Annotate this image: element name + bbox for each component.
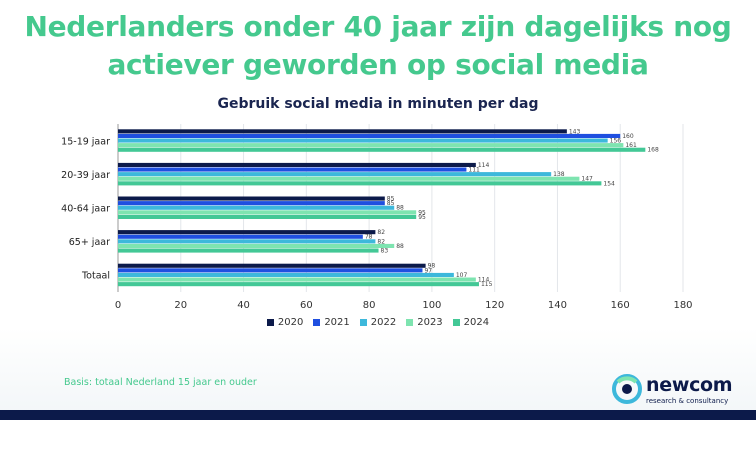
bar [118,230,376,235]
bar [118,214,417,219]
legend-label: 2021 [324,317,350,328]
data-label: 114 [478,277,490,284]
bar [118,243,395,248]
category-label: 15-19 jaar [61,136,110,147]
bar [118,239,376,244]
bar-chart: 0 20 40 60 80 100 120 140 160 180 15-19 jaar 143 160… [61,124,693,311]
legend-label: 2024 [463,317,490,328]
legend-item: 2023 [406,317,443,328]
legend-label: 2023 [417,317,443,328]
x-tick-label: 40 [237,300,250,311]
x-tick-label: 140 [548,300,567,311]
data-label: 111 [468,167,480,174]
basis-note: Basis: totaal Nederland 15 jaar en ouder [64,377,257,388]
data-label: 143 [569,128,581,135]
data-label: 82 [377,229,385,236]
x-tick-label: 160 [611,300,630,311]
x-tick-label: 0 [115,300,121,311]
data-label: 98 [428,263,436,270]
newcom-logo: newcom research & consultancy [612,374,742,410]
bar [118,176,580,181]
bar [118,268,423,273]
data-label: 168 [647,147,659,154]
bar [118,196,385,201]
legend-swatch [313,319,321,326]
bar [118,210,417,215]
legend-label: 2020 [277,317,304,328]
slide: Nederlanders onder 40 jaar zijn dagelijk… [0,0,756,420]
data-label: 161 [625,142,637,149]
category-label: 65+ jaar [69,237,110,248]
data-label: 88 [396,243,404,250]
bar [118,248,379,253]
data-label: 156 [610,138,622,145]
x-tick-label: 60 [300,300,313,311]
legend-swatch [266,319,274,326]
legend-item: 2021 [313,317,350,328]
bar [118,147,646,152]
bar [118,272,454,277]
legend-item: 2022 [359,317,397,328]
bottom-bar [0,410,756,420]
bar [118,263,426,268]
data-label: 95 [418,209,426,216]
data-label: 78 [365,234,373,241]
x-tick-label: 20 [174,300,187,311]
category-label: Totaal [81,271,110,282]
bar [118,181,602,186]
legend-swatch [406,319,414,326]
data-label: 160 [622,133,634,140]
bar [118,277,476,282]
newcom-logo-icon [612,374,642,404]
bar [118,201,385,206]
x-tick-label: 120 [485,300,504,311]
x-tick-label: 100 [422,300,441,311]
bar [118,205,395,210]
data-label: 97 [424,267,432,274]
category-label: 20-39 jaar [61,170,110,181]
data-label: 85 [387,200,395,207]
data-label: 95 [418,214,426,221]
data-label: 83 [381,248,389,255]
legend-swatch [359,319,367,326]
bar [118,172,552,177]
legend-item: 2024 [452,317,490,328]
data-label: 154 [603,180,615,187]
bar [118,129,567,134]
legend-label: 2022 [370,317,397,328]
legend-swatch [452,319,460,326]
x-tick-label: 180 [673,300,692,311]
logo-name: newcom [646,374,733,396]
legend-item: 2020 [266,317,304,328]
chart-title: Gebruik social media in minuten per dag [217,96,539,112]
bar [118,162,476,167]
bar [118,138,608,143]
chart-legend: 2020 2021 2022 2023 2024 [0,317,756,328]
data-label: 147 [581,176,593,183]
logo-tagline: research & consultancy [646,397,729,405]
bar [118,143,624,148]
bar [118,133,621,138]
bar [118,234,363,239]
data-label: 88 [396,205,404,212]
data-label: 82 [377,238,385,245]
x-tick-label: 80 [363,300,376,311]
data-label: 115 [481,281,493,288]
bar [118,282,479,287]
category-label: 40-64 jaar [61,204,110,215]
data-label: 107 [456,272,468,279]
bar [118,167,467,172]
data-label: 138 [553,171,565,178]
data-label: 114 [478,162,490,169]
headline: Nederlanders onder 40 jaar zijn dagelijk… [24,10,732,81]
data-label: 85 [387,196,395,203]
